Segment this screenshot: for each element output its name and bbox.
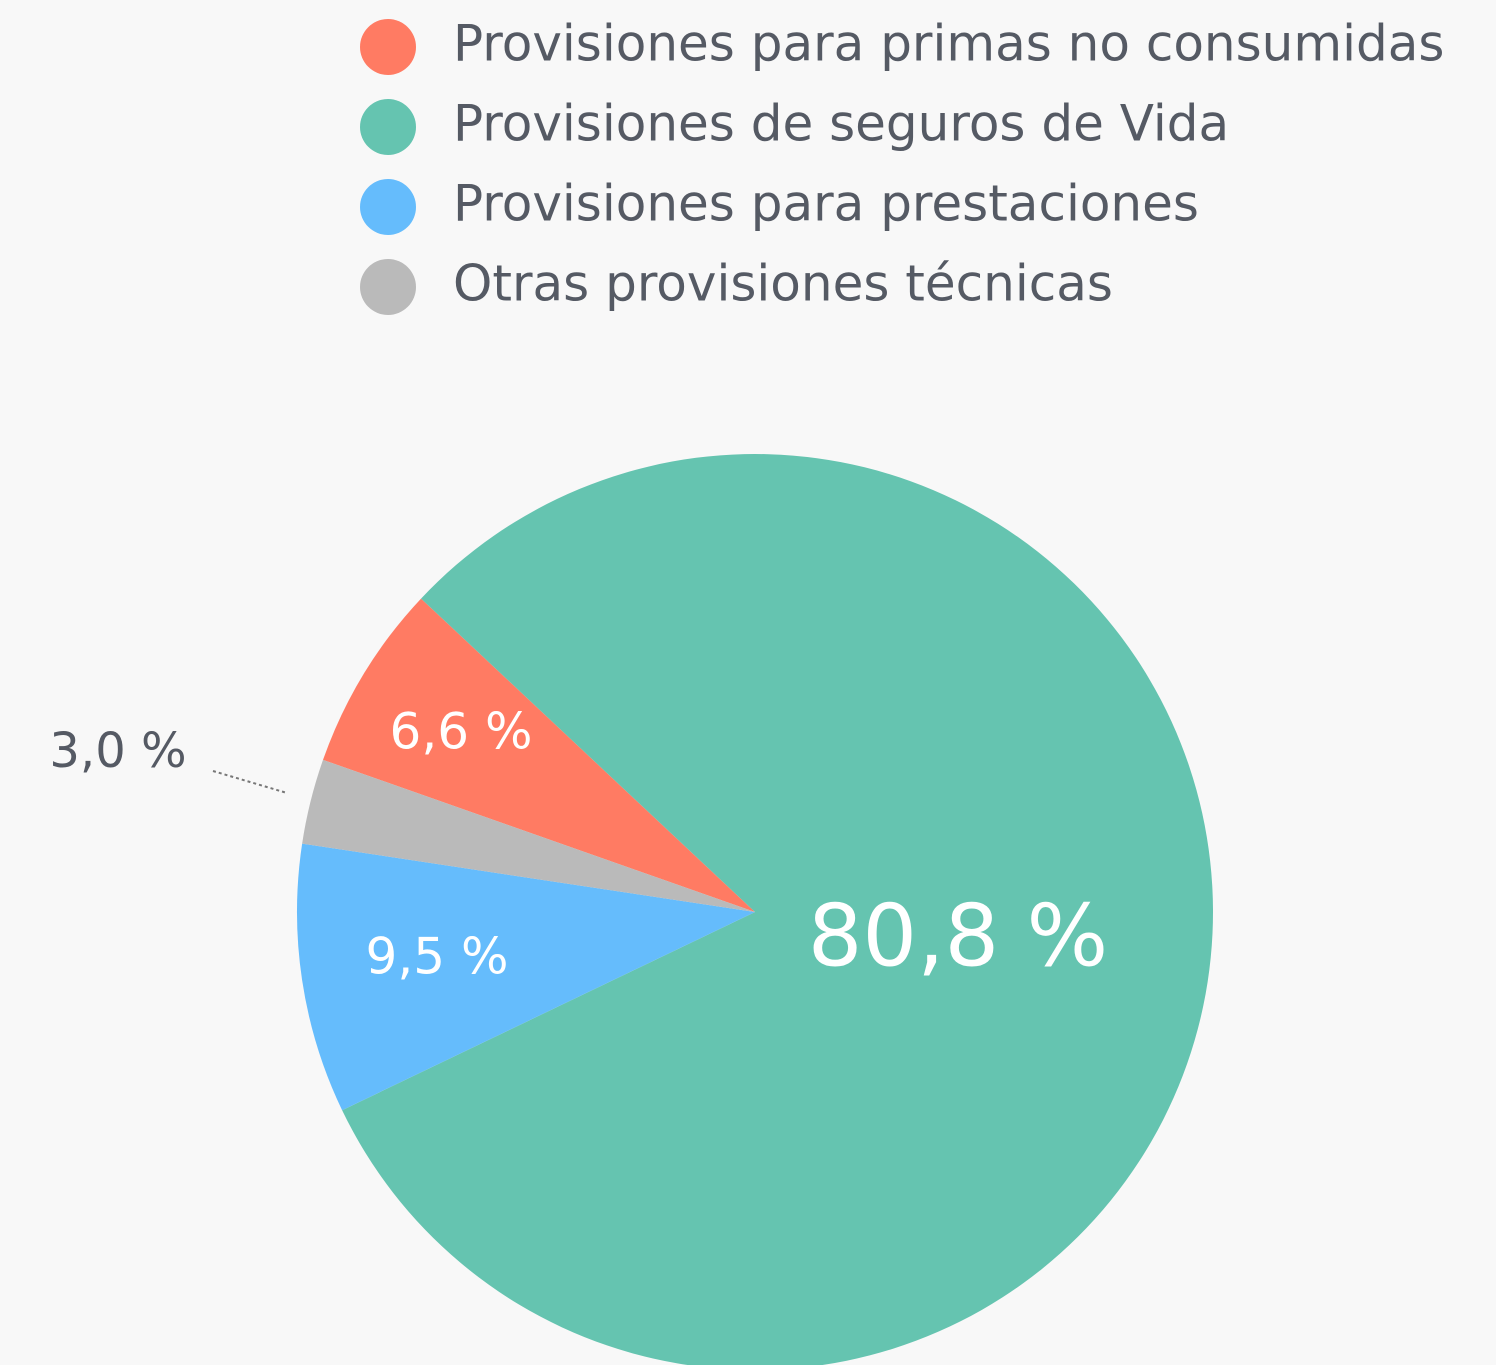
data-label: 6,6 % [390,703,533,761]
pie-slice [302,759,755,912]
pie-slice [342,454,1213,1365]
legend-swatch [360,179,416,235]
pie-slice [323,598,755,912]
legend-label: Provisiones para primas no consumidas [453,15,1444,73]
pie-slice [297,843,755,1111]
data-label: 3,0 % [49,723,186,779]
legend-swatch [360,99,416,155]
legend-swatch [360,259,416,315]
legend-label: Provisiones de seguros de Vida [453,95,1229,153]
legend-label: Otras provisiones técnicas [453,255,1113,313]
leader-line [212,770,288,794]
data-label: 80,8 % [808,886,1109,986]
legend-swatch [360,19,416,75]
data-label: 9,5 % [366,928,509,986]
legend-label: Provisiones para prestaciones [453,175,1199,233]
